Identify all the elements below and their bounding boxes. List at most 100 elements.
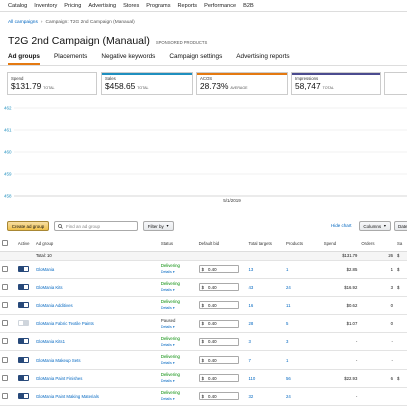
total-targets-link[interactable]: 7: [248, 357, 251, 363]
ad-group-name-link[interactable]: GloMania Kits: [35, 284, 63, 290]
header-default-bid[interactable]: Default bid: [196, 237, 247, 252]
row-checkbox[interactable]: [2, 374, 8, 381]
row-checkbox[interactable]: [2, 392, 8, 399]
sales-cell: $: [394, 278, 407, 297]
active-toggle[interactable]: [17, 338, 29, 345]
filter-by-button[interactable]: Filter by ▼: [143, 221, 174, 231]
total-targets-link[interactable]: 32: [248, 393, 254, 399]
tab-advertising-reports[interactable]: Advertising reports: [236, 53, 290, 60]
header-total-targets[interactable]: Total targets: [246, 237, 285, 252]
row-checkbox[interactable]: [2, 301, 8, 308]
row-checkbox[interactable]: [2, 283, 8, 290]
status-details-link[interactable]: Details ▾: [160, 324, 175, 329]
create-ad-group-button[interactable]: Create ad group: [7, 221, 49, 231]
status-details-link[interactable]: Details ▾: [160, 361, 175, 366]
currency-symbol: $: [201, 284, 205, 290]
products-link[interactable]: 5: [286, 321, 289, 327]
tab-campaign-settings[interactable]: Campaign settings: [169, 53, 223, 60]
default-bid-input[interactable]: $0.40: [198, 374, 239, 383]
products-link[interactable]: 1: [286, 266, 289, 272]
select-all-checkbox[interactable]: [2, 240, 8, 247]
ad-group-name-link[interactable]: GloMania Paint Finishes: [35, 375, 83, 381]
row-checkbox[interactable]: [2, 356, 8, 363]
ad-group-name-link[interactable]: GloMania Makeup Sets: [35, 357, 81, 363]
nav-inventory[interactable]: Inventory: [34, 2, 58, 9]
search-icon: [58, 223, 63, 229]
ad-group-name-link[interactable]: GloMania Additives: [35, 302, 73, 308]
total-targets-link[interactable]: 28: [248, 321, 254, 327]
status-details-link[interactable]: Details ▾: [160, 270, 175, 275]
active-toggle[interactable]: [17, 320, 29, 327]
default-bid-input[interactable]: $0.40: [198, 337, 239, 346]
status-details-link[interactable]: Details ▾: [160, 397, 175, 402]
row-checkbox[interactable]: [2, 265, 8, 272]
spend-cell: -: [321, 387, 360, 407]
nav-advertising[interactable]: Advertising: [88, 2, 117, 9]
active-toggle[interactable]: [17, 265, 29, 272]
tab-placements[interactable]: Placements: [53, 53, 88, 60]
products-link[interactable]: 11: [286, 302, 291, 308]
nav-programs[interactable]: Programs: [146, 2, 171, 9]
metric-card-impressions[interactable]: Impressions 58,747 TOTAL: [291, 72, 381, 95]
header-ad-group[interactable]: Ad group: [33, 237, 159, 252]
active-toggle[interactable]: [17, 356, 29, 363]
status-details-link[interactable]: Details ▾: [160, 288, 175, 293]
metric-card-acos[interactable]: ACOS 28.73% AVERAGE: [196, 72, 288, 95]
ad-group-name-link[interactable]: GloMania Fabric Textile Paints: [35, 321, 94, 327]
ad-group-name-link[interactable]: GloMania: [35, 266, 55, 272]
metric-label: Impressions: [295, 76, 319, 81]
total-targets-link[interactable]: 16: [248, 302, 254, 308]
default-bid-input[interactable]: $0.40: [198, 392, 239, 401]
date-range-button[interactable]: Date: [394, 221, 407, 231]
hide-chart-link[interactable]: Hide chart: [331, 223, 352, 228]
bid-value: 0.40: [208, 339, 217, 345]
active-toggle[interactable]: [17, 301, 29, 308]
breadcrumb-all-campaigns[interactable]: All campaigns: [8, 20, 38, 25]
active-toggle[interactable]: [17, 283, 29, 290]
metric-card-spend[interactable]: Spend $131.79 TOTAL: [7, 72, 97, 95]
metric-card-add[interactable]: [384, 72, 407, 95]
total-label: Total: 10: [33, 251, 159, 261]
nav-stores[interactable]: Stores: [123, 2, 140, 9]
products-link[interactable]: 24: [286, 393, 291, 399]
header-orders[interactable]: Orders: [359, 237, 395, 252]
status-details-link[interactable]: Details ▾: [160, 342, 175, 347]
products-link[interactable]: 1: [286, 357, 289, 363]
status-details-link[interactable]: Details ▾: [160, 306, 175, 311]
tab-negative-keywords[interactable]: Negative keywords: [101, 53, 156, 60]
default-bid-input[interactable]: $0.40: [198, 265, 239, 274]
active-toggle[interactable]: [17, 374, 29, 381]
total-targets-link[interactable]: 110: [248, 375, 256, 381]
total-targets-link[interactable]: 43: [248, 284, 254, 290]
default-bid-input[interactable]: $0.40: [198, 319, 239, 328]
tab-ad-groups[interactable]: Ad groups: [8, 53, 40, 65]
default-bid-input[interactable]: $0.40: [198, 356, 239, 365]
default-bid-input[interactable]: $0.40: [198, 301, 239, 310]
total-targets-link[interactable]: 13: [248, 266, 254, 272]
total-targets-link[interactable]: 3: [248, 339, 251, 345]
ad-group-name-link[interactable]: GloMania Kits1: [35, 339, 65, 345]
ad-group-name-link[interactable]: GloMania Paint Making Materials: [35, 393, 99, 399]
header-sales[interactable]: Sa: [394, 237, 407, 252]
header-status[interactable]: Status: [158, 237, 197, 252]
row-checkbox[interactable]: [2, 320, 8, 327]
nav-performance[interactable]: Performance: [204, 2, 237, 9]
header-active[interactable]: Active: [15, 237, 34, 252]
products-link[interactable]: 24: [286, 284, 291, 290]
header-spend[interactable]: Spend: [321, 237, 360, 252]
tab-divider: [0, 65, 407, 66]
products-link[interactable]: 3: [286, 339, 289, 345]
metric-card-sales[interactable]: Sales $458.65 TOTAL: [101, 72, 193, 95]
nav-b2b[interactable]: B2B: [243, 2, 254, 9]
nav-catalog[interactable]: Catalog: [8, 2, 28, 9]
header-products[interactable]: Products: [284, 237, 322, 252]
search-input[interactable]: Find an ad group: [54, 221, 138, 231]
status-details-link[interactable]: Details ▾: [160, 379, 175, 384]
nav-reports[interactable]: Reports: [177, 2, 198, 9]
products-link[interactable]: 56: [286, 375, 291, 381]
nav-pricing[interactable]: Pricing: [64, 2, 82, 9]
active-toggle[interactable]: [17, 392, 29, 399]
columns-button[interactable]: Columns ▼: [359, 221, 391, 231]
default-bid-input[interactable]: $0.40: [198, 283, 239, 292]
row-checkbox[interactable]: [2, 338, 8, 345]
